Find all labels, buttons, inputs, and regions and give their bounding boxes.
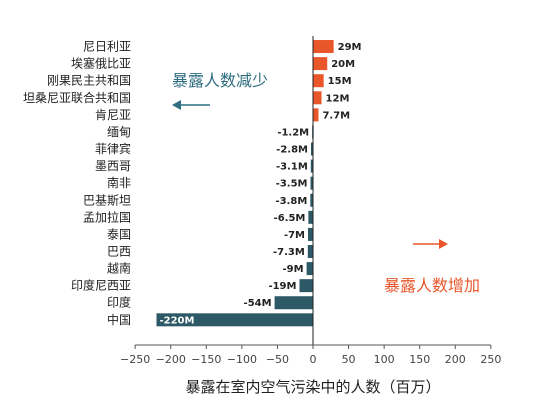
x-tick-label: 200: [445, 353, 466, 366]
category-label: 尼日利亚: [83, 40, 131, 54]
x-tick-label: −150: [191, 353, 221, 366]
bar: [313, 57, 328, 71]
x-tick-label: 50: [342, 353, 356, 366]
category-label: 缅甸: [107, 125, 131, 139]
bar: [313, 74, 324, 88]
data-label: -3.8M: [275, 196, 307, 207]
bar: [313, 91, 322, 105]
category-label: 泰国: [107, 227, 131, 241]
bar: [308, 210, 313, 224]
annotation-increase: 暴露人数增加: [384, 276, 480, 295]
data-label: -9M: [283, 264, 304, 275]
bar: [310, 159, 313, 173]
bar: [156, 313, 313, 327]
data-label: -54M: [244, 298, 272, 309]
bar: [310, 176, 313, 190]
x-tick-label: −100: [227, 353, 257, 366]
category-label: 南非: [107, 175, 131, 190]
x-tick-label: −250: [120, 353, 150, 366]
x-tick-label: −50: [266, 353, 289, 366]
category-label: 坦桑尼亚联合共和国: [23, 90, 131, 105]
right-arrow-icon: [413, 239, 448, 249]
category-label: 肯尼亚: [95, 108, 131, 122]
annotation-decrease: 暴露人数减少: [172, 71, 268, 90]
category-label: 菲律宾: [95, 141, 131, 156]
category-label: 巴西: [107, 245, 131, 259]
category-label: 埃塞俄比亚: [71, 56, 131, 71]
data-label: 29M: [338, 42, 362, 53]
bars-layer: 尼日利亚 29M 埃塞俄比亚 20M 刚果民主共和国 15M 坦桑尼亚联合共和国 12M 肯尼亚…: [23, 40, 362, 327]
data-label: 15M: [328, 76, 352, 87]
category-label: 印度: [107, 295, 131, 310]
bar: [306, 262, 313, 276]
category-label: 墨西哥: [95, 159, 131, 173]
x-axis-title: 暴露在室内空气污染中的人数（百万）: [185, 378, 440, 396]
x-tick-label: −200: [156, 353, 186, 366]
x-axis: −250 −200 −150 −100 −50 0 50 100 150 200 250: [120, 36, 501, 366]
data-label: -220M: [159, 315, 194, 326]
left-arrow-icon: [172, 100, 210, 110]
category-label: 越南: [107, 261, 131, 276]
data-label: -2.8M: [276, 145, 308, 156]
data-label: -3.1M: [276, 162, 308, 173]
x-tick-label: 150: [409, 353, 430, 366]
bar: [274, 296, 313, 310]
category-label: 孟加拉国: [83, 209, 131, 224]
data-label: 20M: [331, 59, 355, 70]
category-label: 刚果民主共和国: [47, 74, 131, 88]
bar: [310, 193, 313, 207]
data-label: 12M: [326, 93, 350, 104]
category-label: 中国: [107, 312, 131, 327]
data-label: -19M: [268, 281, 296, 292]
x-tick-label: 100: [374, 353, 395, 366]
data-label: -7.3M: [273, 247, 305, 258]
bar: [311, 142, 313, 156]
category-label: 巴基斯坦: [83, 193, 131, 207]
x-tick-label: 0: [310, 353, 317, 366]
data-label: -3.5M: [276, 179, 308, 190]
x-tick-label: 250: [480, 353, 501, 366]
data-label: -7M: [284, 230, 305, 241]
bar: [308, 227, 313, 241]
data-label: -6.5M: [274, 213, 306, 224]
bar: [313, 108, 319, 122]
bar: [307, 245, 313, 258]
data-label: 7.7M: [322, 110, 350, 121]
bar: [299, 279, 313, 293]
data-label: -1.2M: [277, 127, 309, 138]
bar: [313, 40, 334, 54]
category-label: 印度尼西亚: [71, 278, 131, 293]
